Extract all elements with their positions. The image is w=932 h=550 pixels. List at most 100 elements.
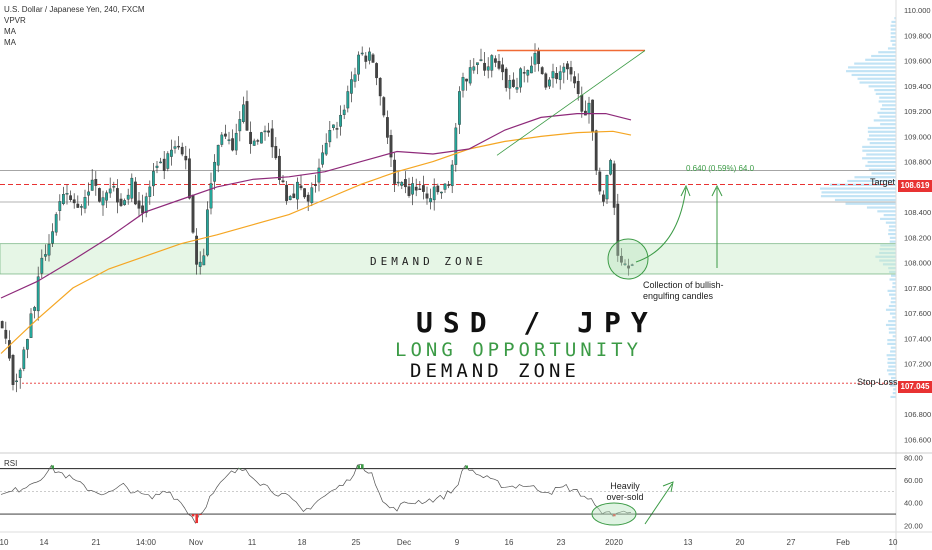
target-price-tag[interactable]: 108.619 bbox=[898, 180, 932, 192]
candle-body bbox=[7, 340, 11, 359]
projection-curve bbox=[635, 187, 687, 263]
candle-body bbox=[281, 180, 285, 183]
candle-body bbox=[130, 177, 134, 199]
candle-body bbox=[33, 307, 37, 311]
candle-body bbox=[238, 119, 242, 132]
candle-body bbox=[530, 65, 533, 74]
x-tick-label: 23 bbox=[557, 538, 566, 547]
candle-body bbox=[285, 184, 288, 202]
trendlines bbox=[496, 49, 649, 280]
volume-profile-bar bbox=[878, 100, 896, 103]
stop-loss-price-tag[interactable]: 107.045 bbox=[898, 381, 932, 393]
volume-profile-bar bbox=[889, 293, 896, 296]
collection-note: Collection of bullish- engulfing candles bbox=[643, 280, 743, 302]
rsi-label[interactable]: RSI bbox=[4, 459, 18, 468]
volume-profile-bar bbox=[892, 335, 896, 338]
candle-body bbox=[396, 181, 400, 184]
candle-body bbox=[566, 63, 569, 70]
volume-profile-bar bbox=[877, 210, 896, 213]
candle-body bbox=[382, 97, 386, 116]
volume-profile-bar bbox=[885, 308, 896, 311]
volume-profile-bar bbox=[888, 331, 896, 334]
candle-body bbox=[274, 145, 278, 159]
volume-profile-bar bbox=[889, 270, 896, 274]
candle-body bbox=[151, 171, 155, 187]
x-tick-label: Dec bbox=[397, 538, 411, 547]
candle-body bbox=[288, 196, 292, 200]
candle-body bbox=[180, 146, 184, 155]
volume-profile-bar bbox=[854, 62, 896, 65]
volume-profile-bar bbox=[882, 263, 896, 266]
legend-ma-2[interactable]: MA bbox=[4, 38, 16, 47]
volume-profile-bar bbox=[879, 96, 896, 99]
volume-profile-bar bbox=[891, 20, 896, 24]
candle-body bbox=[234, 132, 238, 151]
volume-profile-bar bbox=[888, 373, 896, 376]
candle-body bbox=[555, 72, 559, 80]
rsi-arrow-line bbox=[644, 483, 673, 525]
price-axis: 106.600106.800107.000107.200107.400107.6… bbox=[895, 0, 931, 550]
rsi-overbought-mark bbox=[361, 464, 364, 469]
volume-profile-bar bbox=[889, 240, 896, 243]
candle-body bbox=[270, 128, 274, 148]
candle-body bbox=[76, 203, 80, 208]
candle-body bbox=[479, 59, 483, 61]
legend-ma-1[interactable]: MA bbox=[4, 27, 16, 36]
oversold-note-line-1: Heavily bbox=[610, 481, 640, 491]
candle-body bbox=[223, 133, 227, 137]
candle-body bbox=[404, 179, 407, 188]
y-tick-label: 110.000 bbox=[904, 6, 931, 15]
candle-body bbox=[198, 261, 202, 267]
demand-zone-box bbox=[0, 243, 897, 275]
x-tick-label: Nov bbox=[189, 538, 203, 547]
volume-profile-bar bbox=[867, 160, 896, 164]
x-tick-label: Feb bbox=[836, 538, 850, 547]
volume-profile-bar bbox=[880, 217, 896, 220]
rsi-overbought-mark bbox=[51, 465, 54, 469]
candle-body bbox=[533, 53, 537, 65]
rsi-arrowhead bbox=[662, 481, 674, 493]
volume-profile-bar bbox=[885, 221, 896, 224]
volume-profile-bar bbox=[869, 142, 896, 145]
volume-profile-bar bbox=[857, 77, 896, 80]
volume-profile-bar bbox=[867, 138, 896, 141]
volume-profile-bar bbox=[865, 164, 896, 167]
volume-profile-bar bbox=[888, 304, 896, 308]
moving-average-slow bbox=[0, 130, 632, 354]
candle-body bbox=[328, 130, 332, 143]
volume-profile-bar bbox=[873, 119, 896, 122]
y-tick-label: 107.200 bbox=[904, 360, 931, 369]
volume-profile-bar bbox=[888, 365, 896, 368]
candle-body bbox=[72, 199, 76, 204]
oversold-note-line-2: over-sold bbox=[606, 492, 644, 502]
x-tick-label: 2020 bbox=[605, 538, 623, 547]
candle-body bbox=[504, 68, 508, 88]
candles bbox=[0, 43, 634, 393]
candle-body bbox=[321, 152, 324, 165]
candle-body bbox=[144, 196, 148, 213]
candle-body bbox=[51, 231, 55, 244]
volume-profile bbox=[820, 17, 896, 402]
legend-vpvr[interactable]: VPVR bbox=[4, 16, 26, 25]
volume-profile-bar bbox=[887, 339, 896, 342]
volume-profile-bar bbox=[865, 58, 896, 61]
volume-profile-bar bbox=[871, 172, 896, 175]
candle-body bbox=[472, 66, 476, 71]
volume-profile-bar bbox=[886, 354, 896, 357]
candle-body bbox=[422, 185, 425, 192]
candle-body bbox=[490, 55, 494, 71]
candle-body bbox=[551, 71, 555, 79]
candle-body bbox=[360, 52, 364, 55]
volume-profile-bar bbox=[890, 350, 896, 353]
candle-body bbox=[558, 71, 562, 80]
volume-profile-bar bbox=[891, 376, 896, 380]
candle-body bbox=[184, 155, 188, 161]
candle-body bbox=[101, 197, 105, 206]
volume-profile-bar bbox=[845, 202, 896, 205]
candle-body bbox=[573, 76, 577, 84]
projection-arrows bbox=[635, 184, 723, 525]
volume-profile-bar bbox=[879, 259, 896, 262]
volume-profile-bar bbox=[891, 297, 896, 300]
y-tick-label: 108.000 bbox=[904, 259, 931, 268]
